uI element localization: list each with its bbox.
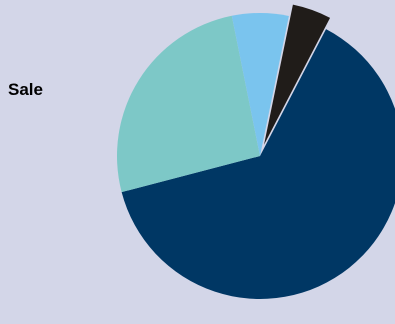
chart-title: Sale [8, 80, 43, 99]
pie-slice-1 [121, 29, 395, 299]
pie-slice-4 [264, 4, 331, 145]
pie-slice-2 [117, 15, 260, 193]
pie-slice-3 [231, 13, 289, 157]
